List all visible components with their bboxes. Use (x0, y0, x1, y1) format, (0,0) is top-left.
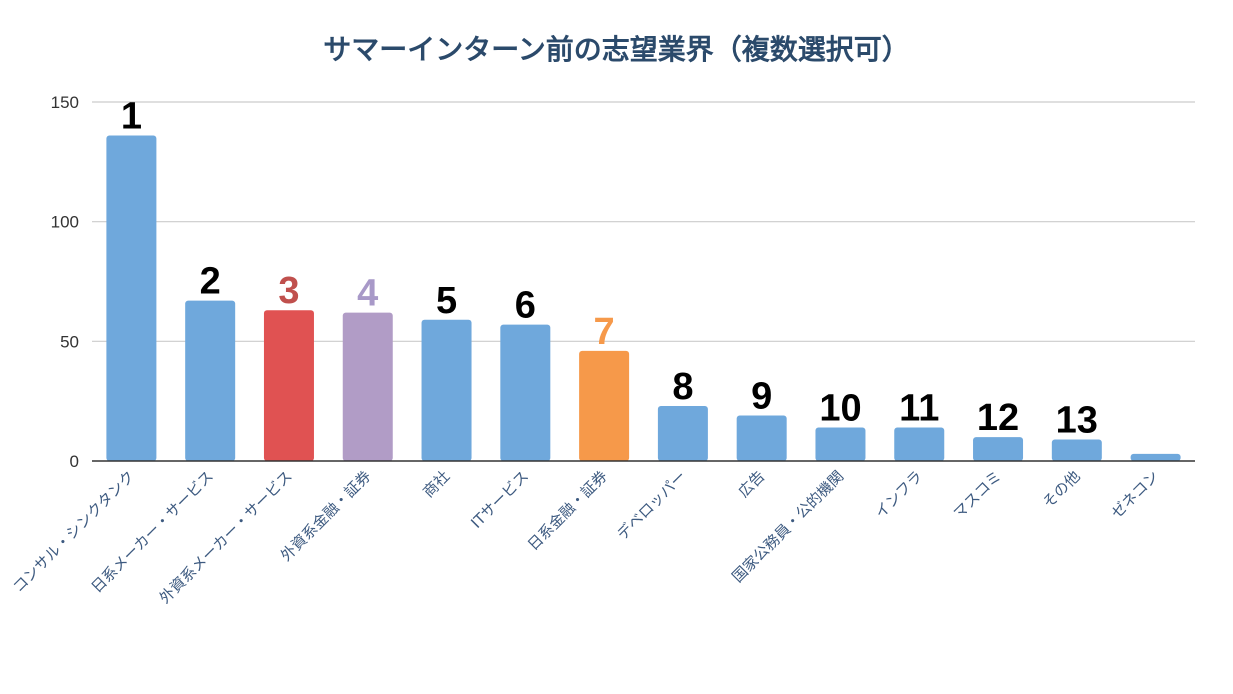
y-tick-label: 50 (60, 332, 79, 351)
rank-label: 3 (278, 270, 299, 312)
rank-label: 5 (436, 280, 457, 322)
rank-label: 4 (357, 273, 378, 315)
chart-title: サマーインターン前の志望業界（複数選択可） (323, 33, 910, 66)
rank-label: 2 (200, 261, 221, 303)
y-tick-label: 0 (70, 452, 79, 471)
bars (106, 135, 1181, 462)
y-tick-label: 150 (51, 93, 79, 112)
x-tick-label: 外資系メーカー・サービス (156, 467, 296, 607)
y-tick-label: 100 (51, 213, 79, 232)
x-tick-label: ゼネコン (1107, 467, 1162, 522)
bar (185, 300, 236, 461)
bar (500, 324, 551, 461)
y-axis-ticks: 0 50 100 150 (51, 93, 79, 471)
rank-label: 6 (515, 285, 536, 327)
bar (815, 427, 866, 461)
rank-label: 9 (751, 376, 772, 418)
bar (736, 415, 787, 461)
x-tick-label: その他 (1039, 467, 1084, 512)
bar (973, 437, 1024, 461)
rank-label: 11 (899, 387, 939, 429)
x-tick-label: 日系金融・証券 (524, 467, 611, 554)
x-tick-label: 広告 (735, 467, 769, 501)
x-tick-label: 商社 (419, 467, 453, 501)
rank-label: 12 (977, 397, 1019, 439)
bar (579, 350, 630, 461)
rank-label: 10 (819, 387, 861, 429)
bar (421, 319, 472, 461)
x-tick-label: マスコミ (950, 467, 1005, 522)
bar (894, 427, 945, 461)
rank-labels: 12 3 4 5 678 9 10 11 12 13 (121, 96, 1098, 442)
rank-label: 1 (121, 96, 142, 138)
x-tick-label: デベロッパー (613, 467, 689, 543)
bar (1130, 453, 1181, 461)
x-tick-label: ITサービス (467, 467, 532, 532)
bar (106, 135, 157, 462)
x-axis-labels: コンサル・シンクタンク日系メーカー・サービス外資系メーカー・サービス外資系金融・… (9, 467, 1162, 607)
x-tick-label: インフラ (871, 467, 926, 522)
bar (263, 310, 314, 461)
bar (342, 312, 393, 461)
rank-label: 13 (1056, 399, 1098, 441)
rank-label: 7 (594, 311, 615, 353)
gridlines (92, 101, 1195, 342)
bar (657, 405, 708, 461)
bar (1051, 439, 1102, 461)
rank-label: 8 (672, 366, 693, 408)
